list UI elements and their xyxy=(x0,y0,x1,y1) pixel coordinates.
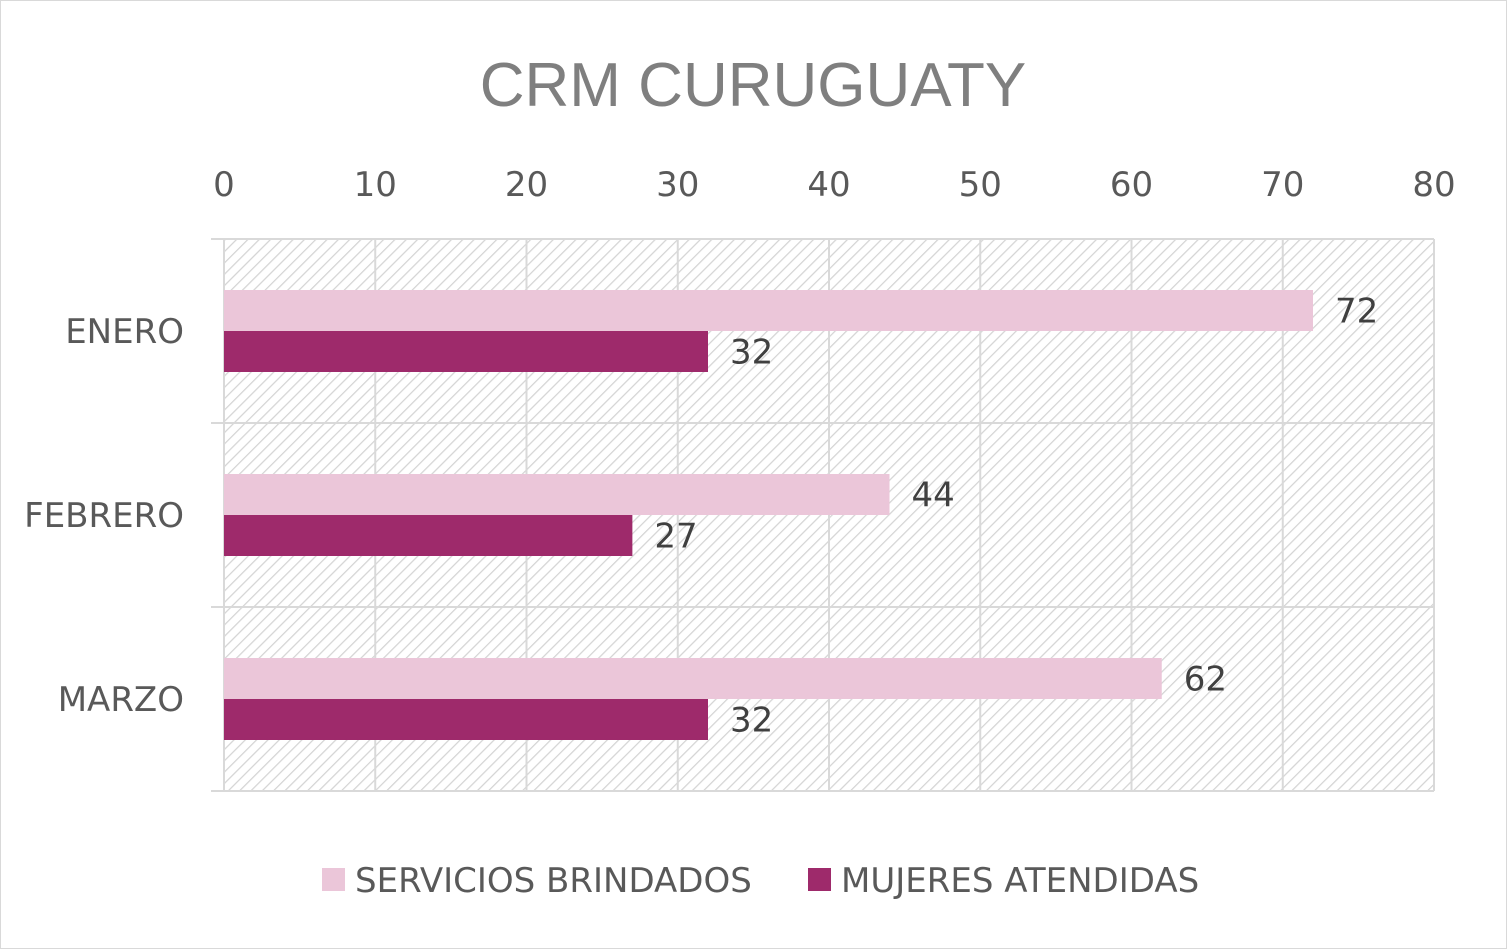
bar xyxy=(224,699,708,740)
bar xyxy=(224,290,1313,331)
data-label: 62 xyxy=(1184,660,1227,700)
bar xyxy=(224,474,890,515)
bar xyxy=(224,515,633,556)
data-label: 27 xyxy=(654,517,697,557)
legend-swatch xyxy=(808,868,831,891)
x-tick-label: 20 xyxy=(505,165,548,205)
x-tick-label: 80 xyxy=(1412,165,1455,205)
x-tick-label: 0 xyxy=(213,165,235,205)
data-label: 32 xyxy=(730,333,773,373)
legend-swatch xyxy=(322,868,345,891)
category-label: ENERO xyxy=(65,312,184,352)
bar xyxy=(224,331,708,372)
category-label: MARZO xyxy=(58,680,184,720)
category-label: FEBRERO xyxy=(24,496,184,536)
x-tick-label: 40 xyxy=(807,165,850,205)
x-tick-label: 70 xyxy=(1261,165,1304,205)
bar xyxy=(224,658,1162,699)
x-tick-label: 50 xyxy=(959,165,1002,205)
x-tick-label: 60 xyxy=(1110,165,1153,205)
data-label: 32 xyxy=(730,701,773,741)
data-label: 44 xyxy=(912,476,955,516)
legend: SERVICIOS BRINDADOS MUJERES ATENDIDAS xyxy=(322,861,1199,901)
plot-area: 0 10 20 30 40 50 60 70 80 ENERO 72 32 FEBRERO 44 27 MAR… xyxy=(24,165,1456,792)
data-label: 72 xyxy=(1335,292,1378,332)
x-tick-label: 30 xyxy=(656,165,699,205)
legend-label: MUJERES ATENDIDAS xyxy=(841,861,1199,901)
chart-title: CRM CURUGUATY xyxy=(480,51,1027,120)
x-tick-label: 10 xyxy=(354,165,397,205)
legend-label: SERVICIOS BRINDADOS xyxy=(355,861,752,901)
